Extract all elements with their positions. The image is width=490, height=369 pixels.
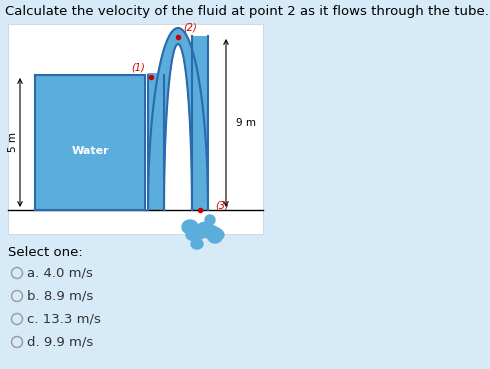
Text: b. 8.9 m/s: b. 8.9 m/s [27,290,93,303]
Bar [148,73,164,210]
Text: a. 4.0 m/s: a. 4.0 m/s [27,266,93,279]
Text: Water: Water [71,145,109,155]
Text: Calculate the velocity of the fluid at point 2 as it flows through the tube.: Calculate the velocity of the fluid at p… [5,4,489,17]
Text: (2): (2) [183,23,197,33]
Bar [192,36,208,210]
Polygon shape [186,222,224,241]
Text: Select one:: Select one: [8,246,83,259]
Polygon shape [182,220,198,234]
Polygon shape [191,239,203,249]
Text: (3): (3) [215,200,229,210]
Bar [8,24,263,234]
Text: (1): (1) [131,63,145,73]
Text: 9 m: 9 m [236,118,256,128]
Polygon shape [205,215,215,225]
Polygon shape [208,231,222,243]
Text: c. 13.3 m/s: c. 13.3 m/s [27,313,101,325]
Polygon shape [148,28,208,210]
Text: 5 m: 5 m [8,132,18,152]
Bar [35,75,145,210]
Text: d. 9.9 m/s: d. 9.9 m/s [27,335,93,348]
